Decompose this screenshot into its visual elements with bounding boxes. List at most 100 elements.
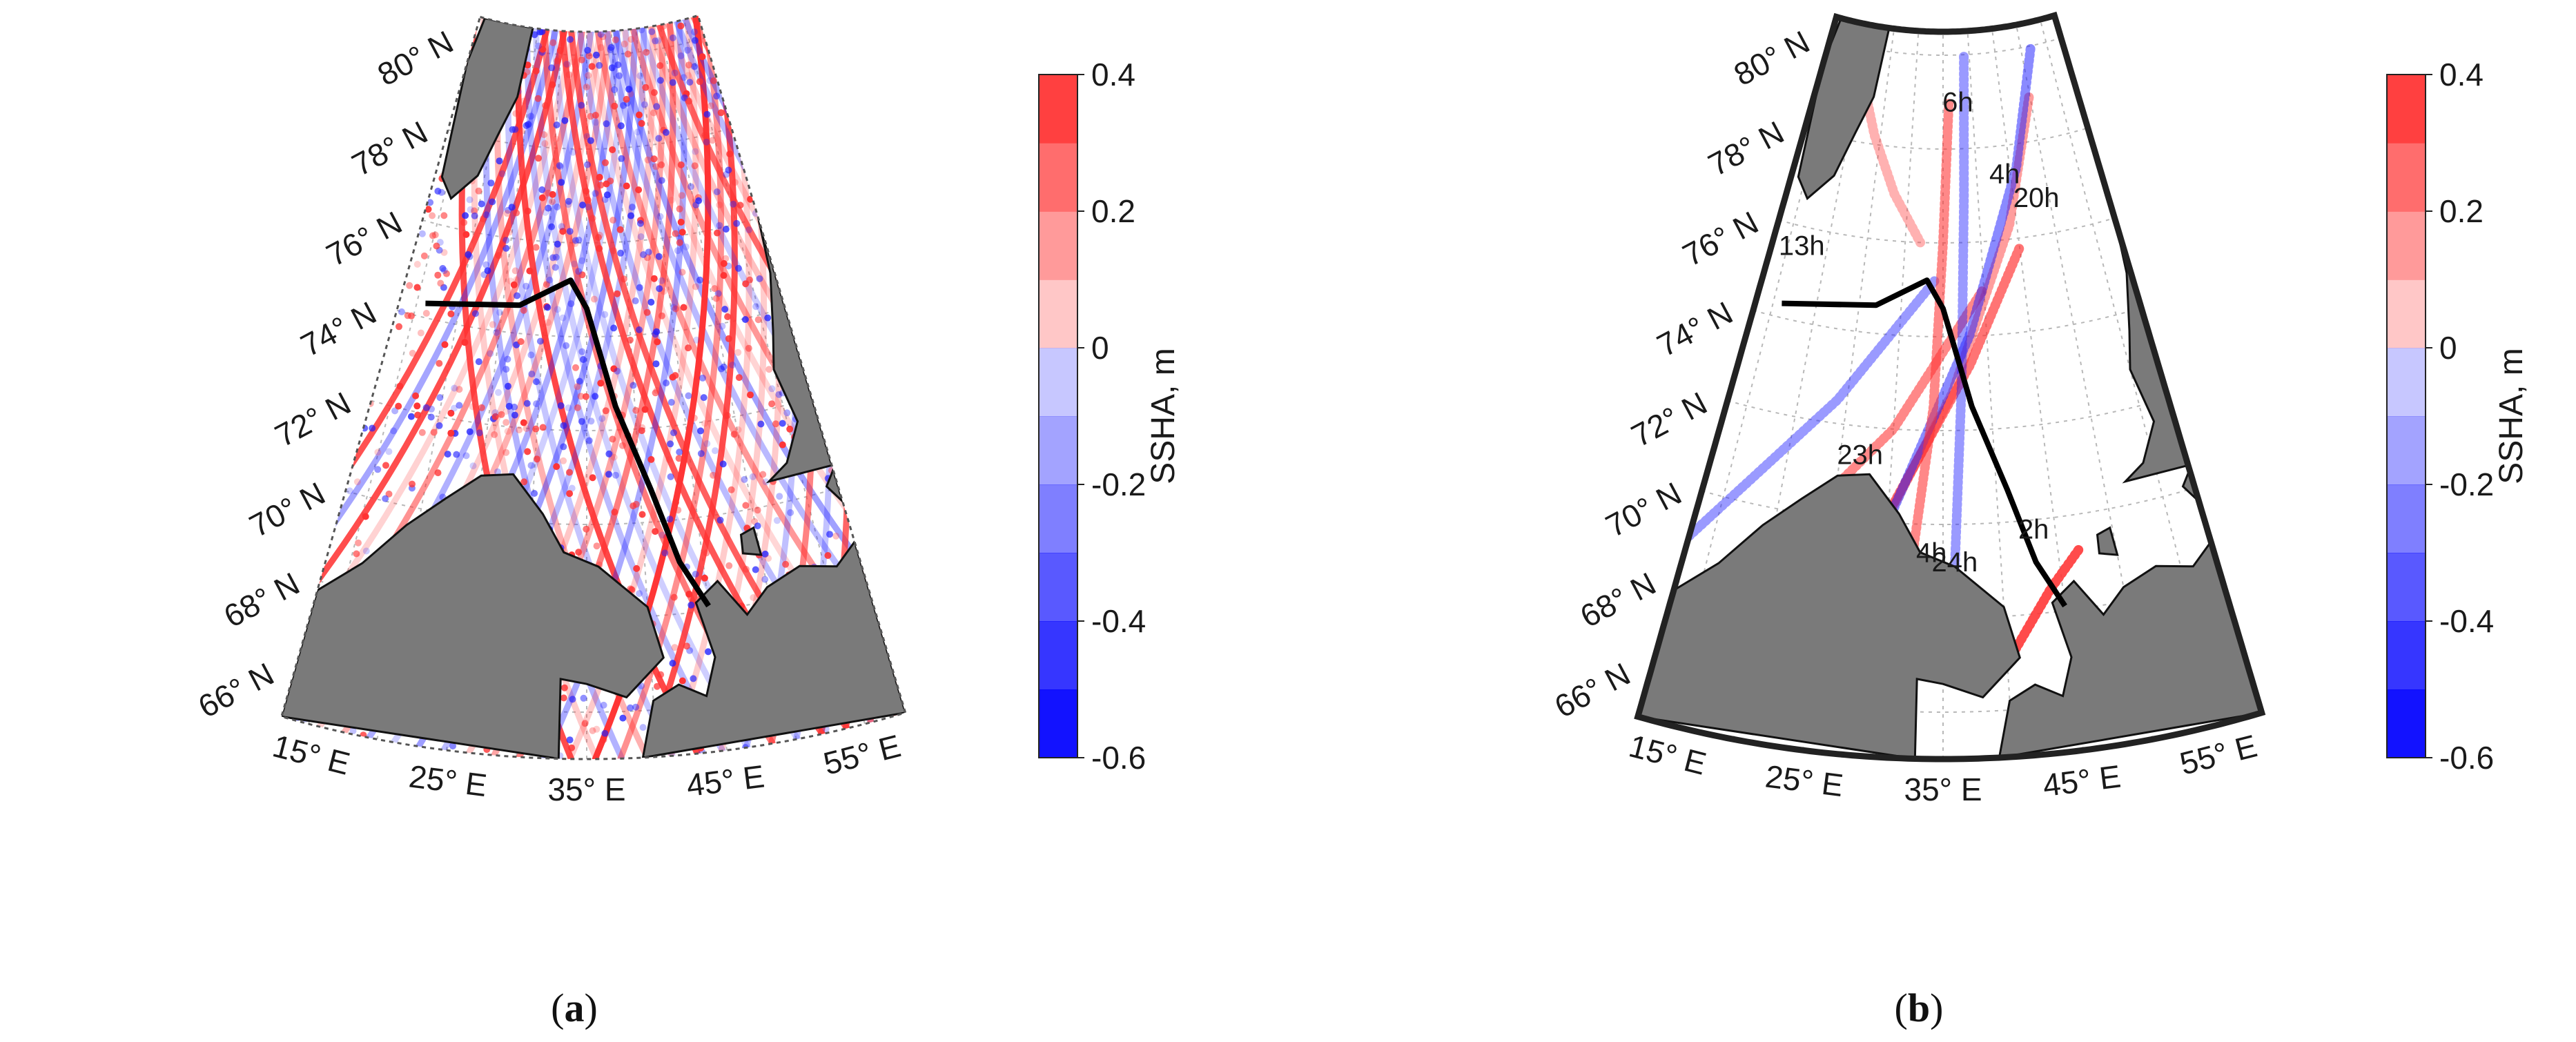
latitude-label: 72° N — [269, 385, 356, 454]
latitude-label: 72° N — [1626, 385, 1713, 454]
track-point — [754, 316, 762, 324]
track-point — [652, 528, 659, 535]
track-point — [597, 30, 605, 38]
track-point — [502, 449, 510, 456]
track-point — [700, 394, 708, 402]
track-point — [578, 56, 585, 63]
track-point — [614, 290, 621, 297]
track-point — [741, 475, 748, 483]
track-point — [542, 102, 549, 109]
track-point — [636, 590, 643, 598]
track-point — [638, 511, 646, 518]
panel-a-map: 80° N 78° N 76° N 74° N 72° N 70° N 68° N 66° N… — [193, 14, 1182, 1030]
colorbar-swatch — [1039, 689, 1077, 758]
track-point — [730, 200, 737, 208]
latitude-label: 70° N — [244, 475, 331, 544]
track-point — [549, 254, 557, 262]
track-point — [513, 209, 520, 217]
track-point — [650, 275, 658, 282]
track-point — [511, 403, 518, 411]
track-point — [453, 451, 460, 458]
track-point — [658, 312, 665, 320]
track-point — [602, 407, 609, 415]
track-point — [741, 316, 749, 323]
track-point — [653, 103, 661, 110]
track-point — [556, 47, 564, 54]
track-point — [652, 37, 659, 45]
track-point — [560, 443, 567, 451]
track-point — [505, 228, 513, 236]
track-point — [466, 253, 474, 260]
track-point — [620, 275, 627, 283]
track-point — [684, 72, 692, 79]
track-point — [507, 277, 514, 285]
track-point — [745, 344, 752, 352]
colorbar-swatch — [1039, 348, 1077, 417]
latitude-label: 74° N — [1651, 295, 1738, 364]
track-point — [439, 265, 447, 272]
track-point — [427, 199, 434, 206]
track-point — [618, 442, 626, 449]
track-point — [602, 159, 609, 166]
track-point — [612, 36, 619, 43]
track-point — [436, 422, 443, 429]
track-point — [597, 181, 605, 189]
track-point — [567, 36, 574, 43]
pass-time-label: 20h — [2013, 183, 2060, 213]
pass-time-label: 24h — [1932, 547, 1978, 578]
track-point — [574, 383, 581, 391]
track-point — [636, 326, 643, 333]
track-point — [670, 429, 677, 437]
colorbar-swatch — [2387, 143, 2426, 212]
track-point — [502, 244, 510, 252]
track — [745, 15, 906, 492]
track-point — [554, 55, 562, 63]
track-point — [532, 425, 540, 433]
track-point — [710, 77, 717, 84]
colorbar-swatch — [2387, 75, 2426, 144]
track-point — [750, 594, 757, 601]
track-point — [503, 210, 511, 217]
track-point — [475, 187, 482, 195]
track-point — [779, 441, 786, 449]
track-point — [575, 549, 583, 556]
track-point — [705, 648, 712, 656]
track-point — [607, 177, 614, 185]
track-point — [585, 204, 592, 210]
track-point — [418, 230, 426, 237]
track-point — [734, 426, 742, 433]
track-point — [701, 420, 708, 427]
track-point — [658, 177, 665, 184]
track-point — [776, 493, 783, 500]
track-point — [747, 391, 754, 399]
track-point — [489, 321, 496, 328]
track-point — [601, 311, 609, 318]
track-point — [422, 310, 430, 317]
track-point — [712, 295, 720, 302]
track-point — [548, 223, 555, 230]
track-point — [608, 64, 616, 72]
track-point — [761, 576, 769, 583]
track-point — [465, 250, 472, 258]
colorbar-tick-label: 0.4 — [2439, 57, 2484, 92]
track-point — [610, 324, 618, 332]
track-point — [440, 248, 448, 256]
longitude-label: 35° E — [547, 771, 625, 807]
track-point — [449, 743, 456, 750]
track-point — [653, 386, 661, 394]
track-point — [510, 281, 518, 288]
track-point — [482, 261, 490, 268]
track-point — [670, 304, 677, 311]
track-point — [692, 148, 699, 155]
track-point — [627, 212, 635, 219]
land-a — [281, 17, 906, 759]
track-point — [595, 234, 602, 242]
track-point — [671, 69, 679, 77]
track-point — [548, 64, 556, 72]
track-point — [603, 191, 611, 199]
colorbar-swatch — [2387, 279, 2426, 348]
track-point — [549, 39, 557, 46]
track-point — [549, 190, 556, 198]
track-point — [493, 328, 500, 336]
track-point — [518, 127, 525, 135]
